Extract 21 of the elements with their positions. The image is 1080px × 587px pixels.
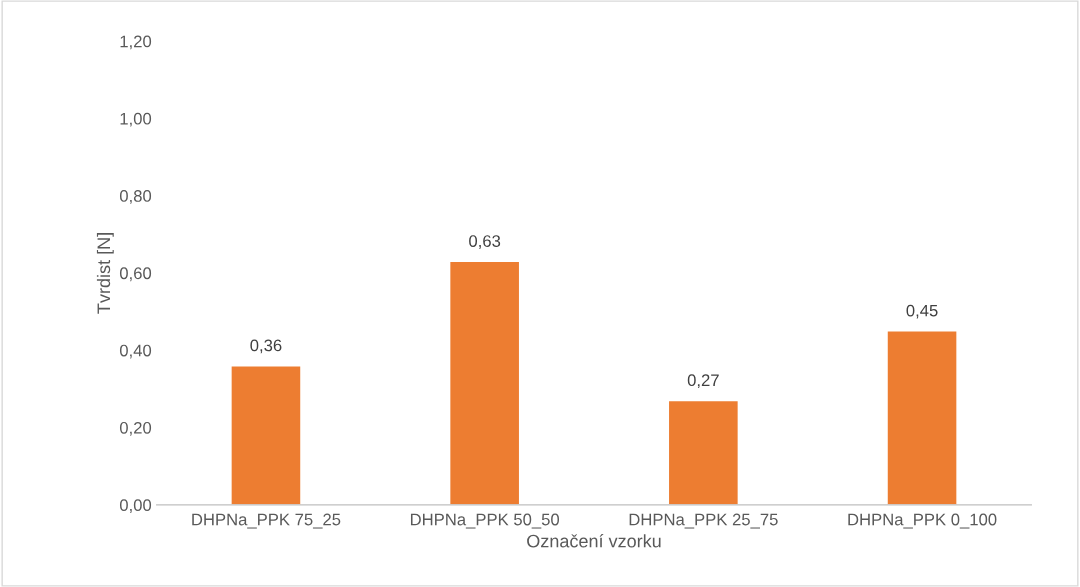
bar [230,365,302,505]
x-tick-label: DHPNa_PPK 0_100 [848,513,997,529]
y-tick-label: 0,80 [119,190,152,204]
y-tick-label: 1,00 [120,112,152,127]
data-label: 0,27 [687,374,719,389]
bar [886,330,958,505]
bar [667,399,740,505]
data-label: 0,45 [906,304,938,319]
x-tick-label: DHPNa_PPK 75_25 [192,513,341,529]
y-tick-label: 1,20 [120,35,152,50]
y-tick-label: 0,60 [119,267,152,282]
data-label: 0,63 [469,235,501,249]
bar [448,260,521,505]
y-tick-label: 0,40 [119,344,152,359]
data-label: 0,36 [250,339,282,354]
y-axis-title: Tvrdist [N] [96,233,114,314]
x-tick-label: DHPNa_PPK 50_50 [410,513,560,529]
y-tick-label: 0,20 [119,421,152,436]
y-tick-label: 0,00 [119,499,152,513]
x-tick-label: DHPNa_PPK 25_75 [629,513,778,529]
x-axis-title: Označení vzorku [527,534,661,548]
